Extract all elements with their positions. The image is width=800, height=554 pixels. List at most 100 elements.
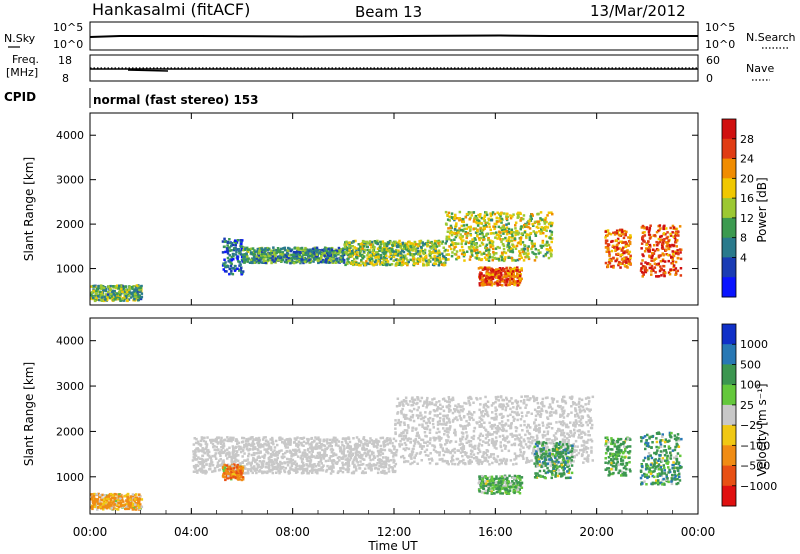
velocity-echo-pixel: [367, 466, 370, 469]
power-echo-pixel: [401, 242, 404, 246]
velocity-echo-pixel: [201, 436, 204, 440]
velocity-echo-pixel: [360, 463, 363, 466]
velocity-echo-pixel: [237, 441, 241, 445]
power-echo-pixel: [393, 242, 396, 245]
power-echo-pixel: [256, 250, 259, 253]
power-echo-pixel: [417, 253, 420, 256]
power-echo-pixel: [260, 261, 264, 264]
power-echo-pixel: [534, 253, 537, 256]
velocity-echo-pixel: [221, 440, 224, 443]
power-echo-pixel: [650, 270, 653, 273]
power-ytick-label: 4000: [56, 129, 84, 142]
power-echo-pixel: [512, 258, 515, 262]
power-echo-pixel: [228, 258, 232, 261]
power-echo-pixel: [280, 247, 283, 251]
velocity-echo-pixel: [399, 440, 402, 443]
power-echo-pixel: [503, 251, 506, 254]
velocity-echo-pixel: [376, 467, 380, 471]
velocity-echo-pixel: [378, 457, 381, 461]
velocity-echo-pixel: [257, 470, 261, 473]
velocity-echo-pixel: [218, 464, 221, 467]
velocity-echo-pixel: [525, 414, 528, 417]
power-echo-pixel: [520, 232, 523, 235]
velocity-echo-pixel: [349, 447, 353, 451]
power-echo-pixel: [527, 225, 530, 229]
power-echo-pixel: [485, 258, 489, 261]
velocity-echo-pixel: [326, 446, 329, 450]
power-echo-pixel: [266, 255, 269, 259]
power-echo-pixel: [487, 248, 491, 251]
velocity-echo-pixel: [256, 466, 260, 469]
power-echo-pixel: [397, 250, 401, 254]
power-echo-pixel: [110, 295, 113, 298]
power-echo-pixel: [458, 219, 461, 222]
power-echo-pixel: [478, 215, 481, 218]
velocity-echo-pixel: [226, 436, 229, 439]
power-echo-pixel: [622, 260, 625, 264]
power-echo-pixel: [653, 258, 656, 261]
velocity-echo-pixel: [507, 424, 510, 427]
velocity-echo-pixel: [318, 439, 322, 443]
velocity-echo-pixel: [208, 454, 211, 458]
velocity-echo-pixel: [308, 459, 311, 463]
velocity-echo-pixel: [230, 455, 233, 459]
velocity-echo-pixel: [588, 421, 592, 425]
velocity-echo-pixel: [333, 459, 336, 463]
velocity-echo-pixel: [572, 435, 575, 438]
power-echo-pixel: [386, 249, 390, 253]
velocity-echo-pixel: [391, 469, 394, 472]
velocity-echo-pixel: [352, 458, 356, 462]
velocity-echo-pixel: [260, 470, 263, 473]
power-echo-pixel: [472, 240, 475, 243]
power-echo-pixel: [457, 231, 460, 234]
power-echo-pixel: [615, 232, 618, 235]
power-echo-pixel: [510, 228, 514, 231]
power-echo-pixel: [412, 244, 416, 247]
power-echo-pixel: [344, 263, 347, 267]
power-echo-pixel: [623, 250, 627, 253]
power-echo-pixel: [309, 260, 312, 264]
power-echo-pixel: [361, 253, 364, 257]
velocity-echo-pixel: [380, 471, 384, 474]
power-echo-pixel: [462, 224, 466, 227]
power-echo-pixel: [512, 267, 516, 271]
velocity-echo-pixel: [270, 463, 274, 466]
velocity-echo-pixel: [222, 451, 225, 455]
velocity-echo-pixel: [310, 445, 313, 449]
velocity-echo-pixel: [426, 425, 430, 428]
power-echo-pixel: [300, 258, 304, 261]
power-echo-pixel: [510, 239, 513, 242]
velocity-echo-pixel: [342, 467, 345, 470]
velocity-echo-pixel: [513, 411, 516, 414]
velocity-echo-pixel: [295, 462, 298, 466]
power-echo-pixel: [519, 254, 522, 257]
velocity-echo-pixel: [311, 441, 314, 444]
power-echo-pixel: [274, 254, 277, 258]
power-echo-pixel: [628, 250, 632, 254]
power-echo-pixel: [425, 259, 428, 263]
power-echo-pixel: [95, 289, 98, 292]
velocity-echo-pixel: [555, 411, 558, 415]
velocity-echo-pixel: [293, 453, 297, 456]
power-echo-pixel: [392, 252, 396, 255]
power-echo-pixel: [479, 227, 482, 231]
power-echo-pixel: [128, 287, 131, 290]
power-echo-pixel: [355, 247, 358, 250]
power-echo-pixel: [517, 211, 520, 215]
power-echo-pixel: [624, 245, 628, 248]
velocity-echo-pixel: [402, 413, 405, 417]
power-echo-pixel: [644, 268, 648, 272]
power-echo-pixel: [527, 245, 530, 248]
power-echo-pixel: [674, 267, 678, 270]
power-echo-pixel: [105, 287, 108, 291]
power-echo-pixel: [518, 281, 522, 284]
power-echo-pixel: [394, 240, 397, 244]
power-echo-pixel: [117, 287, 120, 290]
velocity-echo-pixel: [244, 445, 247, 448]
velocity-echo-pixel: [355, 452, 358, 455]
velocity-echo-pixel: [290, 459, 293, 463]
velocity-echo-pixel: [567, 439, 570, 442]
velocity-echo-pixel: [526, 411, 529, 414]
velocity-echo-pixel: [582, 450, 585, 453]
power-echo-pixel: [480, 272, 483, 276]
